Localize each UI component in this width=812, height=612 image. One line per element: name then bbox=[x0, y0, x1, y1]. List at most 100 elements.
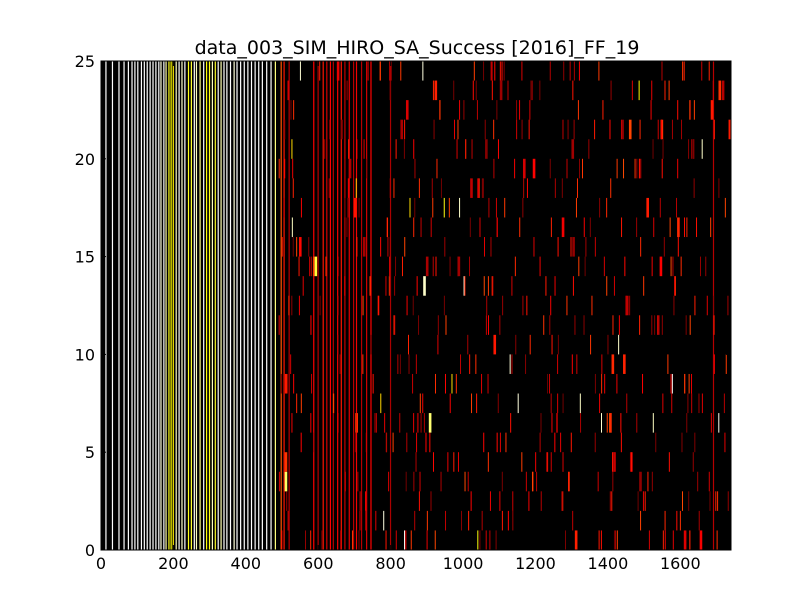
heatmap-cell bbox=[457, 256, 461, 277]
heatmap-cell bbox=[681, 119, 683, 140]
heatmap-cell bbox=[284, 452, 288, 472]
heatmap-cell bbox=[557, 354, 559, 374]
heatmap-cell bbox=[278, 315, 280, 335]
heatmap-cell bbox=[292, 158, 294, 179]
heatmap-cell bbox=[365, 510, 367, 531]
heatmap-cell bbox=[344, 197, 346, 218]
heatmap-cell bbox=[436, 158, 438, 179]
heatmap-cell bbox=[676, 510, 678, 531]
heatmap-column bbox=[175, 61, 177, 550]
heatmap-cell bbox=[723, 393, 725, 414]
heatmap-column bbox=[155, 61, 157, 550]
heatmap-column bbox=[199, 61, 201, 550]
heatmap-cell bbox=[459, 197, 461, 218]
heatmap-column bbox=[266, 61, 268, 550]
heatmap-column bbox=[178, 61, 180, 550]
heatmap-cell bbox=[519, 217, 521, 238]
heatmap-cell bbox=[482, 178, 484, 198]
heatmap-cell bbox=[414, 510, 416, 531]
heatmap-cell bbox=[440, 178, 442, 198]
heatmap-cell bbox=[636, 158, 638, 179]
heatmap-cell bbox=[549, 315, 551, 335]
heatmap-cell bbox=[651, 471, 653, 492]
heatmap-cell bbox=[419, 471, 421, 492]
heatmap-cell bbox=[362, 237, 366, 257]
heatmap-cell bbox=[444, 373, 446, 394]
heatmap-cell bbox=[639, 119, 641, 140]
heatmap-cell bbox=[509, 354, 511, 374]
heatmap-column bbox=[163, 61, 165, 550]
heatmap-column bbox=[313, 61, 315, 550]
heatmap-cell bbox=[358, 197, 360, 218]
heatmap-cell bbox=[686, 413, 688, 433]
heatmap-cell bbox=[567, 119, 569, 140]
heatmap-cell bbox=[284, 373, 288, 394]
y-tick-label: 15 bbox=[75, 248, 95, 267]
heatmap-cell bbox=[615, 530, 617, 550]
heatmap-cell bbox=[622, 119, 624, 140]
heatmap-cell bbox=[346, 217, 348, 238]
heatmap-column bbox=[195, 61, 198, 550]
heatmap-cell bbox=[378, 295, 380, 316]
heatmap-cell bbox=[460, 510, 462, 531]
heatmap-cell bbox=[685, 315, 687, 335]
heatmap-cell bbox=[550, 393, 552, 414]
heatmap-cell bbox=[507, 80, 509, 101]
heatmap-cell bbox=[603, 256, 605, 277]
heatmap-cell bbox=[713, 295, 715, 316]
heatmap-column bbox=[337, 61, 339, 550]
heatmap-cell bbox=[329, 119, 331, 140]
heatmap-column bbox=[211, 61, 213, 550]
heatmap-cell bbox=[413, 217, 415, 238]
heatmap-cell bbox=[693, 178, 695, 198]
heatmap-cell bbox=[493, 158, 495, 179]
heatmap-cell bbox=[475, 354, 477, 374]
heatmap-cell bbox=[679, 510, 681, 531]
heatmap-cell bbox=[496, 100, 498, 120]
heatmap-cell bbox=[514, 158, 516, 179]
heatmap-cell bbox=[344, 139, 346, 159]
heatmap-cell bbox=[379, 61, 381, 81]
heatmap-cell bbox=[365, 432, 367, 453]
heatmap-cell bbox=[709, 491, 711, 511]
heatmap-cell bbox=[693, 100, 695, 120]
heatmap-column bbox=[240, 61, 242, 550]
heatmap-column bbox=[105, 61, 107, 550]
heatmap-cell bbox=[672, 530, 674, 550]
heatmap-cell bbox=[698, 510, 700, 531]
heatmap-cell bbox=[491, 80, 493, 101]
heatmap-cell bbox=[572, 237, 575, 257]
heatmap-cell bbox=[497, 139, 499, 159]
heatmap-cell bbox=[387, 217, 389, 238]
heatmap-cell bbox=[426, 510, 428, 531]
heatmap-column bbox=[348, 61, 350, 550]
heatmap-cell bbox=[677, 100, 679, 120]
heatmap-cell bbox=[408, 334, 409, 355]
heatmap-cell bbox=[344, 276, 346, 296]
heatmap-cell bbox=[476, 393, 478, 414]
heatmap-cell bbox=[539, 80, 541, 101]
heatmap-cell bbox=[670, 256, 672, 277]
heatmap-cell bbox=[528, 491, 530, 511]
heatmap-cell bbox=[588, 139, 590, 159]
heatmap-cell bbox=[661, 61, 663, 81]
heatmap-cell bbox=[467, 471, 469, 492]
x-tick-label: 1000 bbox=[443, 554, 484, 573]
heatmap-cell bbox=[528, 119, 530, 140]
heatmap-cell bbox=[699, 256, 701, 277]
heatmap-cell bbox=[613, 452, 616, 472]
heatmap-cell bbox=[431, 178, 433, 198]
heatmap-cell bbox=[550, 217, 552, 238]
heatmap-cell bbox=[319, 61, 321, 81]
heatmap-cell bbox=[339, 354, 341, 374]
heatmap-cell bbox=[467, 334, 469, 355]
heatmap-cell bbox=[514, 256, 516, 277]
heatmap-cell bbox=[694, 295, 696, 316]
heatmap-cell bbox=[516, 100, 518, 120]
heatmap-cell bbox=[393, 178, 395, 198]
heatmap-cell bbox=[483, 61, 485, 81]
heatmap-cell bbox=[613, 276, 615, 296]
heatmap-cell bbox=[405, 471, 407, 492]
heatmap-cell bbox=[535, 452, 537, 472]
heatmap-cell bbox=[677, 217, 680, 238]
